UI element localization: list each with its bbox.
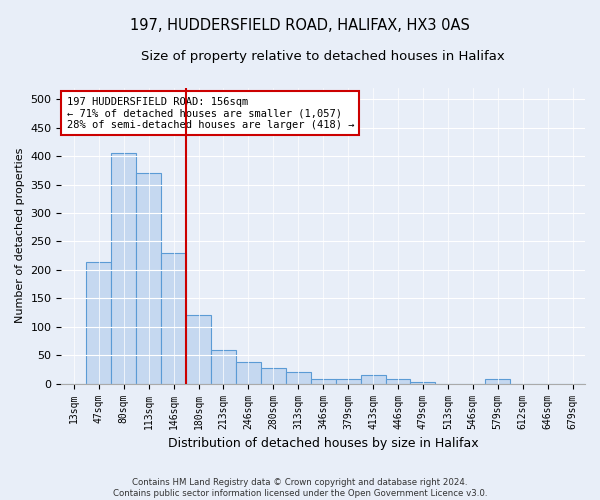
Bar: [111, 153, 136, 384]
Bar: [136, 173, 161, 384]
Bar: [410, 382, 436, 384]
Bar: [286, 372, 311, 384]
Bar: [361, 375, 386, 384]
Bar: [335, 379, 361, 384]
Bar: [485, 379, 510, 384]
Text: 197, HUDDERSFIELD ROAD, HALIFAX, HX3 0AS: 197, HUDDERSFIELD ROAD, HALIFAX, HX3 0AS: [130, 18, 470, 32]
Bar: [86, 262, 111, 384]
Bar: [386, 379, 410, 384]
Bar: [311, 379, 335, 384]
X-axis label: Distribution of detached houses by size in Halifax: Distribution of detached houses by size …: [168, 437, 479, 450]
Bar: [186, 316, 211, 384]
Y-axis label: Number of detached properties: Number of detached properties: [15, 148, 25, 324]
Bar: [261, 368, 286, 384]
Title: Size of property relative to detached houses in Halifax: Size of property relative to detached ho…: [142, 50, 505, 63]
Text: 197 HUDDERSFIELD ROAD: 156sqm
← 71% of detached houses are smaller (1,057)
28% o: 197 HUDDERSFIELD ROAD: 156sqm ← 71% of d…: [67, 96, 354, 130]
Bar: [236, 362, 261, 384]
Bar: [161, 253, 186, 384]
Bar: [211, 350, 236, 384]
Text: Contains HM Land Registry data © Crown copyright and database right 2024.
Contai: Contains HM Land Registry data © Crown c…: [113, 478, 487, 498]
